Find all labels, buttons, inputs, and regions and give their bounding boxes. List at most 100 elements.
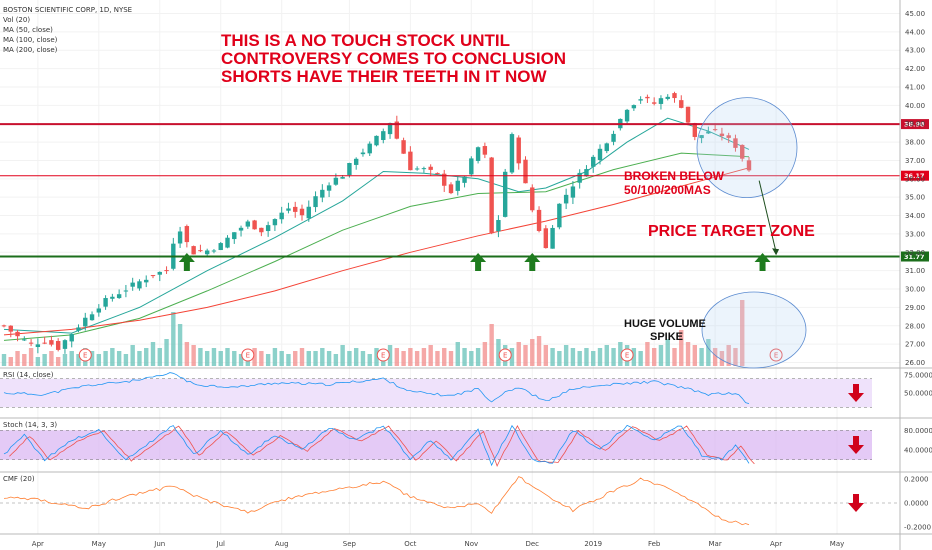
level-price-tag <box>901 119 929 130</box>
price-tick-label: 30.00 <box>905 286 925 294</box>
highlight-circle-volume <box>701 291 807 369</box>
price-tick-label: 43.00 <box>905 47 925 55</box>
candle-body <box>672 93 677 99</box>
ma200-line <box>3 167 750 336</box>
time-tick-label: Oct <box>404 540 416 548</box>
price-tick-label: 33.00 <box>905 230 925 238</box>
price-tick-label: 27.00 <box>905 341 925 349</box>
candle-body <box>245 221 251 227</box>
price-tick-label: 26.00 <box>905 359 925 367</box>
candle-body <box>631 105 637 109</box>
highlight-circle-price <box>696 97 798 198</box>
volume-bar <box>28 348 34 366</box>
volume-bar <box>604 345 609 366</box>
candle-body <box>469 158 474 175</box>
volume-bar <box>699 348 704 366</box>
candle-body <box>293 206 298 212</box>
headline-line-3: SHORTS HAVE THEIR TEETH IN IT NOW <box>221 67 547 86</box>
volume-bar <box>577 351 582 366</box>
panel-tick-label: 0.2000 <box>904 476 929 484</box>
volume-bar <box>489 324 494 366</box>
volume-bar <box>299 348 305 366</box>
projection-line <box>758 180 777 253</box>
candle-body <box>62 340 68 349</box>
volume-bar <box>15 351 20 366</box>
candle-body <box>184 226 190 243</box>
earnings-marker-letter: E <box>625 352 629 360</box>
volume-bar <box>191 345 196 366</box>
price-target-label: PRICE TARGET ZONE <box>648 223 815 240</box>
volume-bar <box>42 354 47 366</box>
candle-body <box>414 168 420 170</box>
volume-bar <box>665 339 670 366</box>
time-tick-label: 2019 <box>584 540 602 548</box>
volume-bar <box>62 354 68 366</box>
earnings-marker <box>620 348 634 362</box>
level-price-tag <box>901 251 929 262</box>
volume-bar <box>326 351 332 366</box>
candle-body <box>462 176 467 183</box>
volume-bar <box>293 351 298 366</box>
earnings-marker <box>769 348 783 362</box>
candle-body <box>150 275 156 277</box>
candle-body <box>218 243 223 251</box>
candle-body <box>550 227 555 249</box>
candle-body <box>394 121 400 139</box>
volume-bar <box>618 342 623 366</box>
candle-body <box>279 212 284 220</box>
price-tick-label: 36.00 <box>905 175 925 183</box>
broken-below-line-2: 50/100/200MAS <box>624 183 711 197</box>
volume-bar <box>509 348 515 366</box>
candle-body <box>83 317 88 327</box>
candle-body <box>144 279 149 283</box>
candle-body <box>570 186 576 198</box>
panel-title: RSI (14, close) <box>3 371 54 379</box>
volume-bar <box>76 354 81 366</box>
candle-body <box>320 189 325 198</box>
price-tick-label: 37.00 <box>905 157 925 165</box>
candle-body <box>1 325 7 327</box>
candle-body <box>157 271 162 275</box>
volume-bar <box>110 348 115 366</box>
ma100-line <box>3 152 750 341</box>
volume-bar <box>408 348 413 366</box>
headline-annotation: THIS IS A NO TOUCH STOCK UNTIL CONTROVER… <box>221 31 566 86</box>
headline-line-2: CONTROVERSY COMES TO CONCLUSION <box>221 49 566 68</box>
volume-bar <box>116 351 122 366</box>
candle-body <box>198 250 203 252</box>
candle-body <box>326 185 332 191</box>
volume-bar <box>462 348 467 366</box>
volume-bar <box>238 354 244 366</box>
volume-bar <box>597 348 603 366</box>
volume-bar <box>340 345 345 366</box>
candle-body <box>96 308 102 313</box>
level-price-tag-text: 31.77 <box>904 253 925 261</box>
volume-bar <box>530 339 535 366</box>
volume-bar <box>49 351 54 366</box>
volume-bar <box>394 348 400 366</box>
candle-body <box>658 98 664 104</box>
volume-bar <box>55 357 61 366</box>
candle-body <box>638 99 643 101</box>
volume-bar <box>733 348 738 366</box>
volume-bar <box>611 348 616 366</box>
earnings-marker-letter: E <box>83 352 87 360</box>
volume-bar <box>638 351 643 366</box>
candle-body <box>482 146 488 155</box>
up-arrow-icon <box>178 253 195 271</box>
volume-bar <box>401 351 406 366</box>
volume-bar <box>360 351 366 366</box>
volume-bar <box>563 345 569 366</box>
volume-bar <box>1 354 7 366</box>
time-tick-label: Sep <box>343 540 357 548</box>
candle-body <box>706 131 711 134</box>
candle-body <box>496 220 501 232</box>
candle-body <box>651 102 657 104</box>
candle-body <box>543 228 549 249</box>
candle-body <box>347 163 352 176</box>
volume-bar <box>35 357 41 366</box>
panel-series-line <box>3 476 750 526</box>
panel-tick-label: -0.2000 <box>904 523 931 531</box>
earnings-marker-letter: E <box>503 352 507 360</box>
candle-body <box>645 96 650 99</box>
